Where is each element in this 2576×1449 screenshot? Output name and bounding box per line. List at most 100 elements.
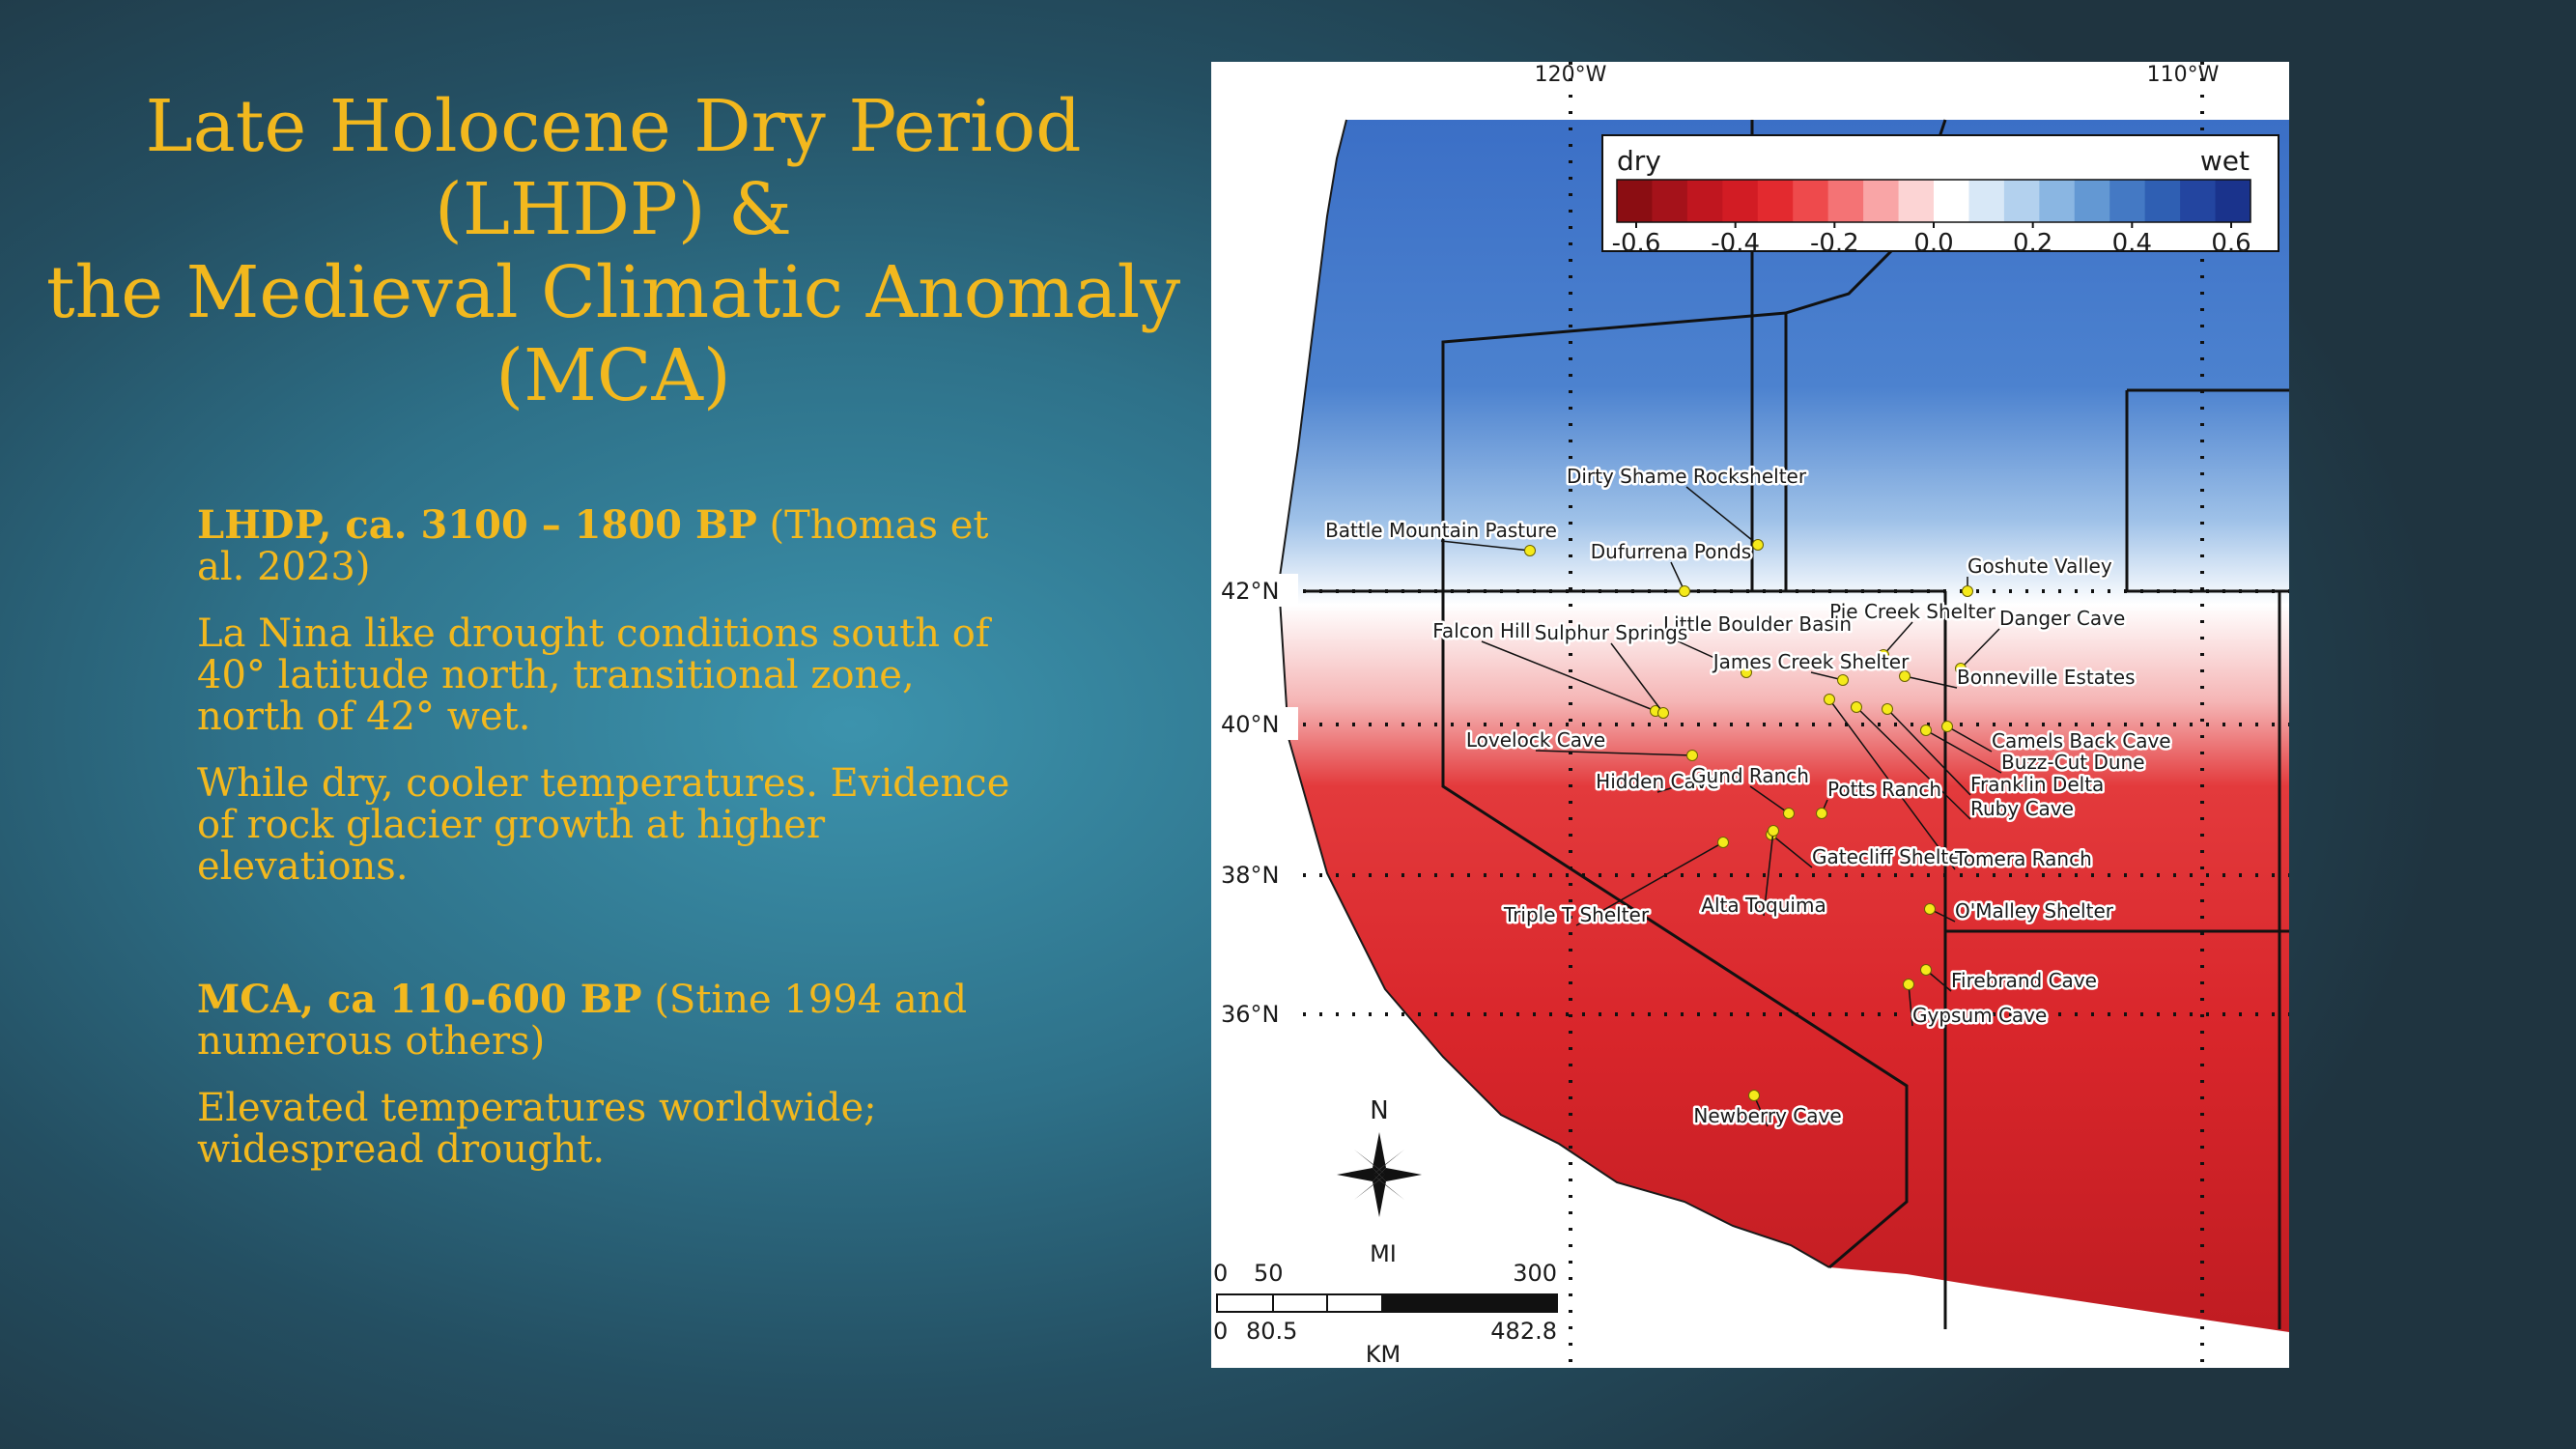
site-marker-dot bbox=[1941, 721, 1953, 732]
site-label-halo: Camels Back Cave bbox=[1992, 729, 2171, 753]
legend-ticks: -0.6 -0.4 -0.2 0.0 0.2 0.4 0.6 bbox=[1612, 222, 2251, 258]
lhdp-citation: (Thomas et al. 2023) bbox=[197, 503, 989, 589]
mca-citation: (Stine 1994 and numerous others) bbox=[197, 978, 968, 1064]
legend-tick-label: 0.0 bbox=[1913, 229, 1953, 258]
lat-label-bg bbox=[1211, 858, 1298, 891]
legend-swatch bbox=[1793, 180, 1829, 222]
lat-label-bg bbox=[1211, 574, 1298, 607]
site-label: Dirty Shame Rockshelter bbox=[1567, 465, 1807, 488]
legend-swatch bbox=[1934, 180, 1969, 222]
legend-swatch bbox=[2109, 180, 2146, 222]
title-line-2: (LHDP) & bbox=[435, 168, 792, 251]
site-label-halo: Sulphur Springs bbox=[1535, 621, 1688, 644]
site-label: Franklin Delta bbox=[1970, 773, 2104, 796]
site-marker-dot bbox=[1816, 808, 1827, 819]
site-marker-dot bbox=[1686, 750, 1698, 761]
site-label: Triple T Shelter bbox=[1503, 903, 1650, 926]
site-leader-line bbox=[1610, 642, 1664, 714]
site-leader-line bbox=[1481, 640, 1656, 712]
title-line-3: the Medieval Climatic Anomaly bbox=[45, 251, 1181, 334]
legend-dry-label: dry bbox=[1617, 145, 1661, 177]
site-marker-dot bbox=[1920, 964, 1932, 976]
legend-swatch bbox=[1722, 180, 1759, 222]
map-svg: 120°W 110°W dry wet -0.6 -0.4 -0.2 0.0 0.2 0.… bbox=[1211, 62, 2289, 1368]
scale-mi-tick-50: 50 bbox=[1254, 1260, 1284, 1287]
site-marker-dot bbox=[1962, 585, 1973, 597]
scale-mi-label: MI bbox=[1370, 1240, 1397, 1267]
site-marker-dot bbox=[1837, 674, 1849, 686]
site-label: Little Boulder Basin bbox=[1663, 612, 1852, 636]
site-marker-dot bbox=[1920, 724, 1932, 736]
title-line-4: (MCA) bbox=[495, 334, 731, 417]
legend-swatch bbox=[1827, 180, 1864, 222]
legend-swatch bbox=[2074, 180, 2110, 222]
compass-rose: N bbox=[1337, 1096, 1422, 1217]
site-marker-dot bbox=[1851, 701, 1862, 713]
site-marker-dot bbox=[1903, 979, 1914, 990]
site-leader-line bbox=[1946, 725, 1993, 753]
site-label: Goshute Valley bbox=[1967, 554, 2112, 578]
scale-mi-tick-300: 300 bbox=[1513, 1260, 1557, 1287]
site-leader-line bbox=[1535, 750, 1693, 756]
lhdp-heading: LHDP, ca. 3100 – 1800 BP bbox=[197, 502, 757, 548]
site-leader-line bbox=[1685, 486, 1759, 546]
site-label: Battle Mountain Pasture bbox=[1325, 519, 1557, 542]
site-label-halo: Gypsum Cave bbox=[1912, 1004, 2047, 1027]
legend-swatch bbox=[2003, 180, 2040, 222]
site-label-halo: Alta Toquima bbox=[1701, 894, 1826, 917]
site-label-halo: Potts Ranch bbox=[1827, 778, 1941, 801]
lat-label-bg bbox=[1211, 707, 1298, 740]
site-marker-dot bbox=[1752, 539, 1764, 551]
lhdp-point-2: While dry, cooler temperatures. Evidence… bbox=[197, 761, 1010, 889]
lon-label-120: 120°W bbox=[1535, 63, 1607, 87]
site-label: Gatecliff Shelter bbox=[1812, 845, 1969, 868]
slide-body: LHDP, ca. 3100 – 1800 BP (Thomas et al. … bbox=[197, 504, 1028, 1196]
legend-tick-label: -0.2 bbox=[1810, 229, 1859, 258]
site-marker-dot bbox=[1783, 808, 1795, 819]
scale-km-label: KM bbox=[1366, 1341, 1401, 1368]
site-label: Alta Toquima bbox=[1701, 894, 1826, 917]
site-label-halo: Battle Mountain Pasture bbox=[1325, 519, 1557, 542]
site-label-halo: Danger Cave bbox=[1999, 607, 2125, 630]
site-leader-line bbox=[1882, 621, 1913, 656]
title-line-1: Late Holocene Dry Period bbox=[145, 85, 1082, 168]
site-leader-line bbox=[1440, 540, 1531, 552]
site-leader-line bbox=[1770, 834, 1813, 868]
mca-point-1: Elevated temperatures worldwide; widespr… bbox=[197, 1086, 877, 1172]
site-marker-dot bbox=[1924, 903, 1936, 915]
mca-heading-paragraph: MCA, ca 110-600 BP (Stine 1994 and numer… bbox=[197, 979, 1028, 1063]
site-label: Hidden Cave bbox=[1596, 770, 1719, 793]
legend-colorbar bbox=[1617, 180, 2251, 222]
legend-swatch bbox=[1686, 180, 1723, 222]
legend-tick-label: -0.6 bbox=[1612, 229, 1661, 258]
site-leader-line bbox=[1886, 708, 1971, 796]
site-label: Tomera Ranch bbox=[1954, 847, 2092, 870]
mca-heading: MCA, ca 110-600 BP bbox=[197, 977, 642, 1022]
graticule bbox=[1303, 62, 2289, 1368]
legend-swatch bbox=[2144, 180, 2181, 222]
legend-tick-label: 0.2 bbox=[2013, 229, 2052, 258]
scale-mi-tick-0: 0 bbox=[1213, 1260, 1228, 1287]
site-label-halo: Hidden Cave bbox=[1596, 770, 1719, 793]
legend-tick-label: -0.4 bbox=[1711, 229, 1760, 258]
site-leader-line bbox=[1749, 785, 1790, 814]
site-label: Pie Creek Shelter bbox=[1829, 600, 1996, 623]
site-leader-line bbox=[1960, 628, 2000, 669]
site-marker-dot bbox=[1717, 837, 1729, 848]
site-leader-line bbox=[1904, 675, 1958, 689]
site-label: Bonneville Estates bbox=[1957, 666, 2136, 689]
site-label-halo: Ruby Cave bbox=[1970, 797, 2074, 820]
site-label: Dufurrena Ponds bbox=[1591, 540, 1751, 563]
lhdp-heading-paragraph: LHDP, ca. 3100 – 1800 BP (Thomas et al. … bbox=[197, 504, 1028, 588]
site-marker-dot bbox=[1878, 649, 1889, 661]
site-leader-line bbox=[1925, 729, 2002, 774]
site-label: Camels Back Cave bbox=[1992, 729, 2171, 753]
site-label: Sulphur Springs bbox=[1535, 621, 1688, 644]
site-leader-line bbox=[1656, 781, 1695, 793]
site-label-halo: Newberry Cave bbox=[1693, 1104, 1841, 1127]
lat-label-bg bbox=[1211, 997, 1298, 1030]
legend-wet-label: wet bbox=[2200, 145, 2250, 177]
site-markers bbox=[1440, 486, 2002, 1127]
coastline bbox=[1277, 119, 1830, 1268]
